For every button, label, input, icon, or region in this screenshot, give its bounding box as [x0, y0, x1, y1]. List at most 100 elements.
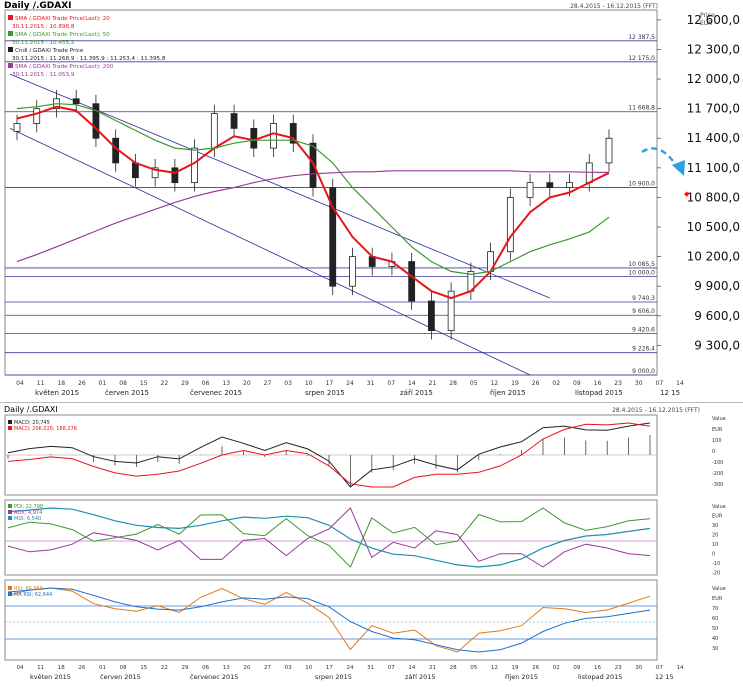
bottom-day-label-12: 27 [264, 665, 271, 671]
bottom-day-label-13: 03 [285, 665, 292, 671]
y-tick-label-3: 11 700,0 [687, 102, 740, 116]
bottom-month-label-4: září 2015 [405, 673, 435, 681]
x-day-label-5: 08 [119, 380, 127, 387]
y-tick-label-7: 10 500,0 [687, 220, 740, 234]
rsi-lines [5, 587, 657, 653]
legend-swatch-6 [8, 63, 13, 68]
x-day-label-7: 22 [161, 380, 169, 387]
candle-body [270, 123, 277, 149]
x-day-label-19: 14 [408, 380, 416, 387]
candle-body [526, 182, 534, 198]
x-day-label-20: 21 [429, 380, 437, 387]
price-series [16, 103, 610, 300]
indicator-line [7, 587, 651, 653]
bottom-x-axis-labels: 04 11 18 26 01 08 15 22 29 06 13 20 27 03 10 17 24 31 07 14… [17, 665, 684, 681]
price-marker: ◆ [684, 190, 690, 198]
y-tick-label-0: 12 600,0 [687, 13, 740, 27]
indicator-line [7, 587, 651, 653]
bottom-day-label-16: 24 [347, 665, 354, 671]
dmi-legend-swatch-0 [8, 504, 12, 508]
hline-label-1: 12 175,0 [628, 55, 655, 62]
macd-panel-date-range: 28.4.2015 - 16.12.2015 (FFT) [612, 407, 700, 414]
legend-entry-1: 30.11.2015 : 10.898,8 [12, 24, 75, 30]
bottom-day-label-20: 21 [429, 665, 436, 671]
y-tick-label-1: 12 300,0 [687, 42, 740, 56]
x-day-label-24: 19 [511, 380, 519, 387]
channel-lower-line [9, 128, 531, 376]
candle-body [289, 123, 297, 144]
candle-body [72, 98, 80, 105]
rsi-axis-label-4: 50 [712, 626, 718, 632]
bottom-day-label-25: 26 [532, 665, 539, 671]
x-day-label-22: 05 [470, 380, 478, 387]
rsi-axis-label-3: 60 [712, 616, 718, 622]
macd-legend-swatch-0 [8, 420, 12, 424]
x-day-label-11: 20 [243, 380, 251, 387]
bottom-month-label-7: 12 15 [655, 673, 674, 681]
rsi-legend-swatch-1 [8, 592, 12, 596]
main-header-date-range: 28.4.2015 - 16.12.2015 (FFT) [570, 3, 658, 10]
x-day-label-30: 30 [635, 380, 643, 387]
x-day-label-27: 09 [573, 380, 581, 387]
candle-body [33, 108, 41, 124]
dmi-plot-frame [4, 499, 658, 576]
rsi-axis-label-2: 70 [712, 606, 718, 612]
x-day-label-15: 17 [326, 380, 334, 387]
y-tick-label-8: 10 200,0 [687, 250, 740, 264]
bottom-day-label-23: 12 [491, 665, 498, 671]
candle-body [447, 290, 455, 332]
bottom-month-label-6: listopad 2015 [578, 673, 622, 681]
y-tick-label-11: 9 300,0 [694, 338, 740, 352]
series-line-1 [16, 105, 610, 300]
hline-label-3: 10 900,0 [628, 181, 655, 188]
panel-divider-1 [0, 402, 743, 403]
y-tick-label-9: 9 900,0 [694, 279, 740, 293]
bottom-day-label-26: 02 [553, 665, 560, 671]
candle-body [191, 147, 199, 184]
x-month-label-2: červenec 2015 [190, 389, 242, 397]
candle-body [171, 167, 179, 184]
candle-body [230, 113, 238, 129]
candle-body [605, 137, 613, 164]
hline-label-9: 9 226,4 [632, 346, 655, 353]
rsi-legend-entry-1: MA RSI; 62,644 [14, 592, 52, 598]
rsi-axis-label-5: 40 [712, 636, 718, 642]
x-month-label-5: říjen 2015 [490, 389, 526, 397]
x-month-label-1: červen 2015 [105, 389, 149, 397]
bottom-day-label-30: 30 [635, 665, 642, 671]
x-day-label-28: 16 [594, 380, 602, 387]
x-day-label-2: 18 [57, 380, 65, 387]
bottom-day-label-8: 29 [182, 665, 189, 671]
x-day-label-0: 04 [16, 380, 24, 387]
macd-axis-label-5: -200 [712, 471, 723, 477]
bottom-month-label-5: říjen 2015 [505, 673, 538, 681]
candle-body [13, 123, 21, 132]
dmi-legend-entry-2: MDI; 6,540 [14, 516, 41, 522]
hline-label-6: 9 740,3 [632, 295, 655, 302]
x-month-label-7: 12 15 [660, 389, 680, 397]
candle-body [309, 142, 317, 188]
legend-entry-0: SMA /.GDAXI Trade Price(Last); 20 [15, 16, 110, 22]
bottom-day-label-32: 14 [677, 665, 684, 671]
dmi-axis-label-1: EUR [712, 514, 723, 520]
rsi-legend-swatch-0 [8, 586, 12, 590]
candle-body [92, 103, 100, 139]
bottom-day-label-17: 31 [367, 665, 374, 671]
dmi-axis-label-3: 20 [712, 533, 718, 539]
y-tick-label-2: 12 000,0 [687, 72, 740, 86]
main-legend: SMA /.GDAXI Trade Price(Last); 20 30.11.2… [8, 15, 166, 78]
legend-entry-5: 30.11.2015 : 11.268,9 : 11.395,9 : 11.25… [12, 56, 166, 62]
bottom-day-label-24: 19 [512, 665, 519, 671]
x-day-label-17: 31 [367, 380, 375, 387]
x-day-label-29: 23 [614, 380, 622, 387]
bottom-day-label-11: 20 [243, 665, 250, 671]
forecast-arrow-head [672, 160, 685, 176]
hline-label-5: 10 000,0 [628, 269, 655, 276]
indicator-line [7, 507, 651, 568]
macd-axis-label-3: 0 [712, 449, 715, 455]
bottom-day-label-15: 17 [326, 665, 333, 671]
dmi-axis: Value EUR 30 20 10 0 -10 -20 [712, 504, 726, 577]
bottom-day-label-19: 14 [408, 665, 415, 671]
